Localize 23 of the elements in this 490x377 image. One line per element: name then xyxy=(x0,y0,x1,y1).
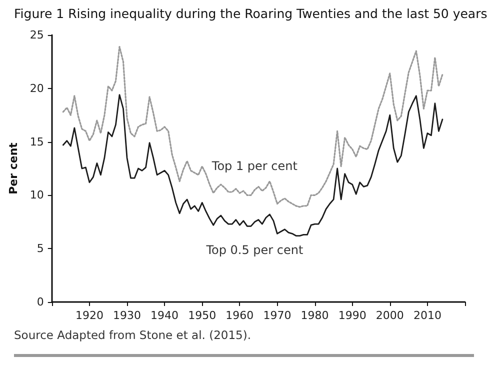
x-tick-label: 1940 xyxy=(150,309,179,322)
y-tick-label: 15 xyxy=(30,135,44,148)
x-tick-label: 2010 xyxy=(413,309,442,322)
y-tick-label: 25 xyxy=(30,28,44,42)
series-label: Top 0.5 per cent xyxy=(205,242,304,257)
x-tick-label: 1930 xyxy=(113,309,142,322)
y-tick-label: 10 xyxy=(30,188,44,202)
x-tick-label: 1920 xyxy=(75,309,104,322)
x-tick-label: 2000 xyxy=(376,309,404,322)
y-tick-label: 5 xyxy=(36,242,44,256)
x-tick-label: 1980 xyxy=(300,309,329,322)
x-tick-label: 1970 xyxy=(263,309,292,322)
source-note: Source Adapted from Stone et al. (2015). xyxy=(14,328,251,342)
y-axis-title: Per cent xyxy=(7,142,20,194)
x-tick-label: 1960 xyxy=(226,309,254,322)
series-label: Top 1 per cent xyxy=(210,158,298,173)
chart-title: Figure 1 Rising inequality during the Roaring Twenties and the last 50 years xyxy=(14,6,488,21)
x-tick-label: 1990 xyxy=(338,309,366,322)
x-tick-label: 1950 xyxy=(188,309,216,322)
y-tick-label: 20 xyxy=(30,82,44,95)
line-series xyxy=(62,46,444,208)
y-tick-label: 0 xyxy=(36,296,44,308)
line-series xyxy=(62,94,444,236)
